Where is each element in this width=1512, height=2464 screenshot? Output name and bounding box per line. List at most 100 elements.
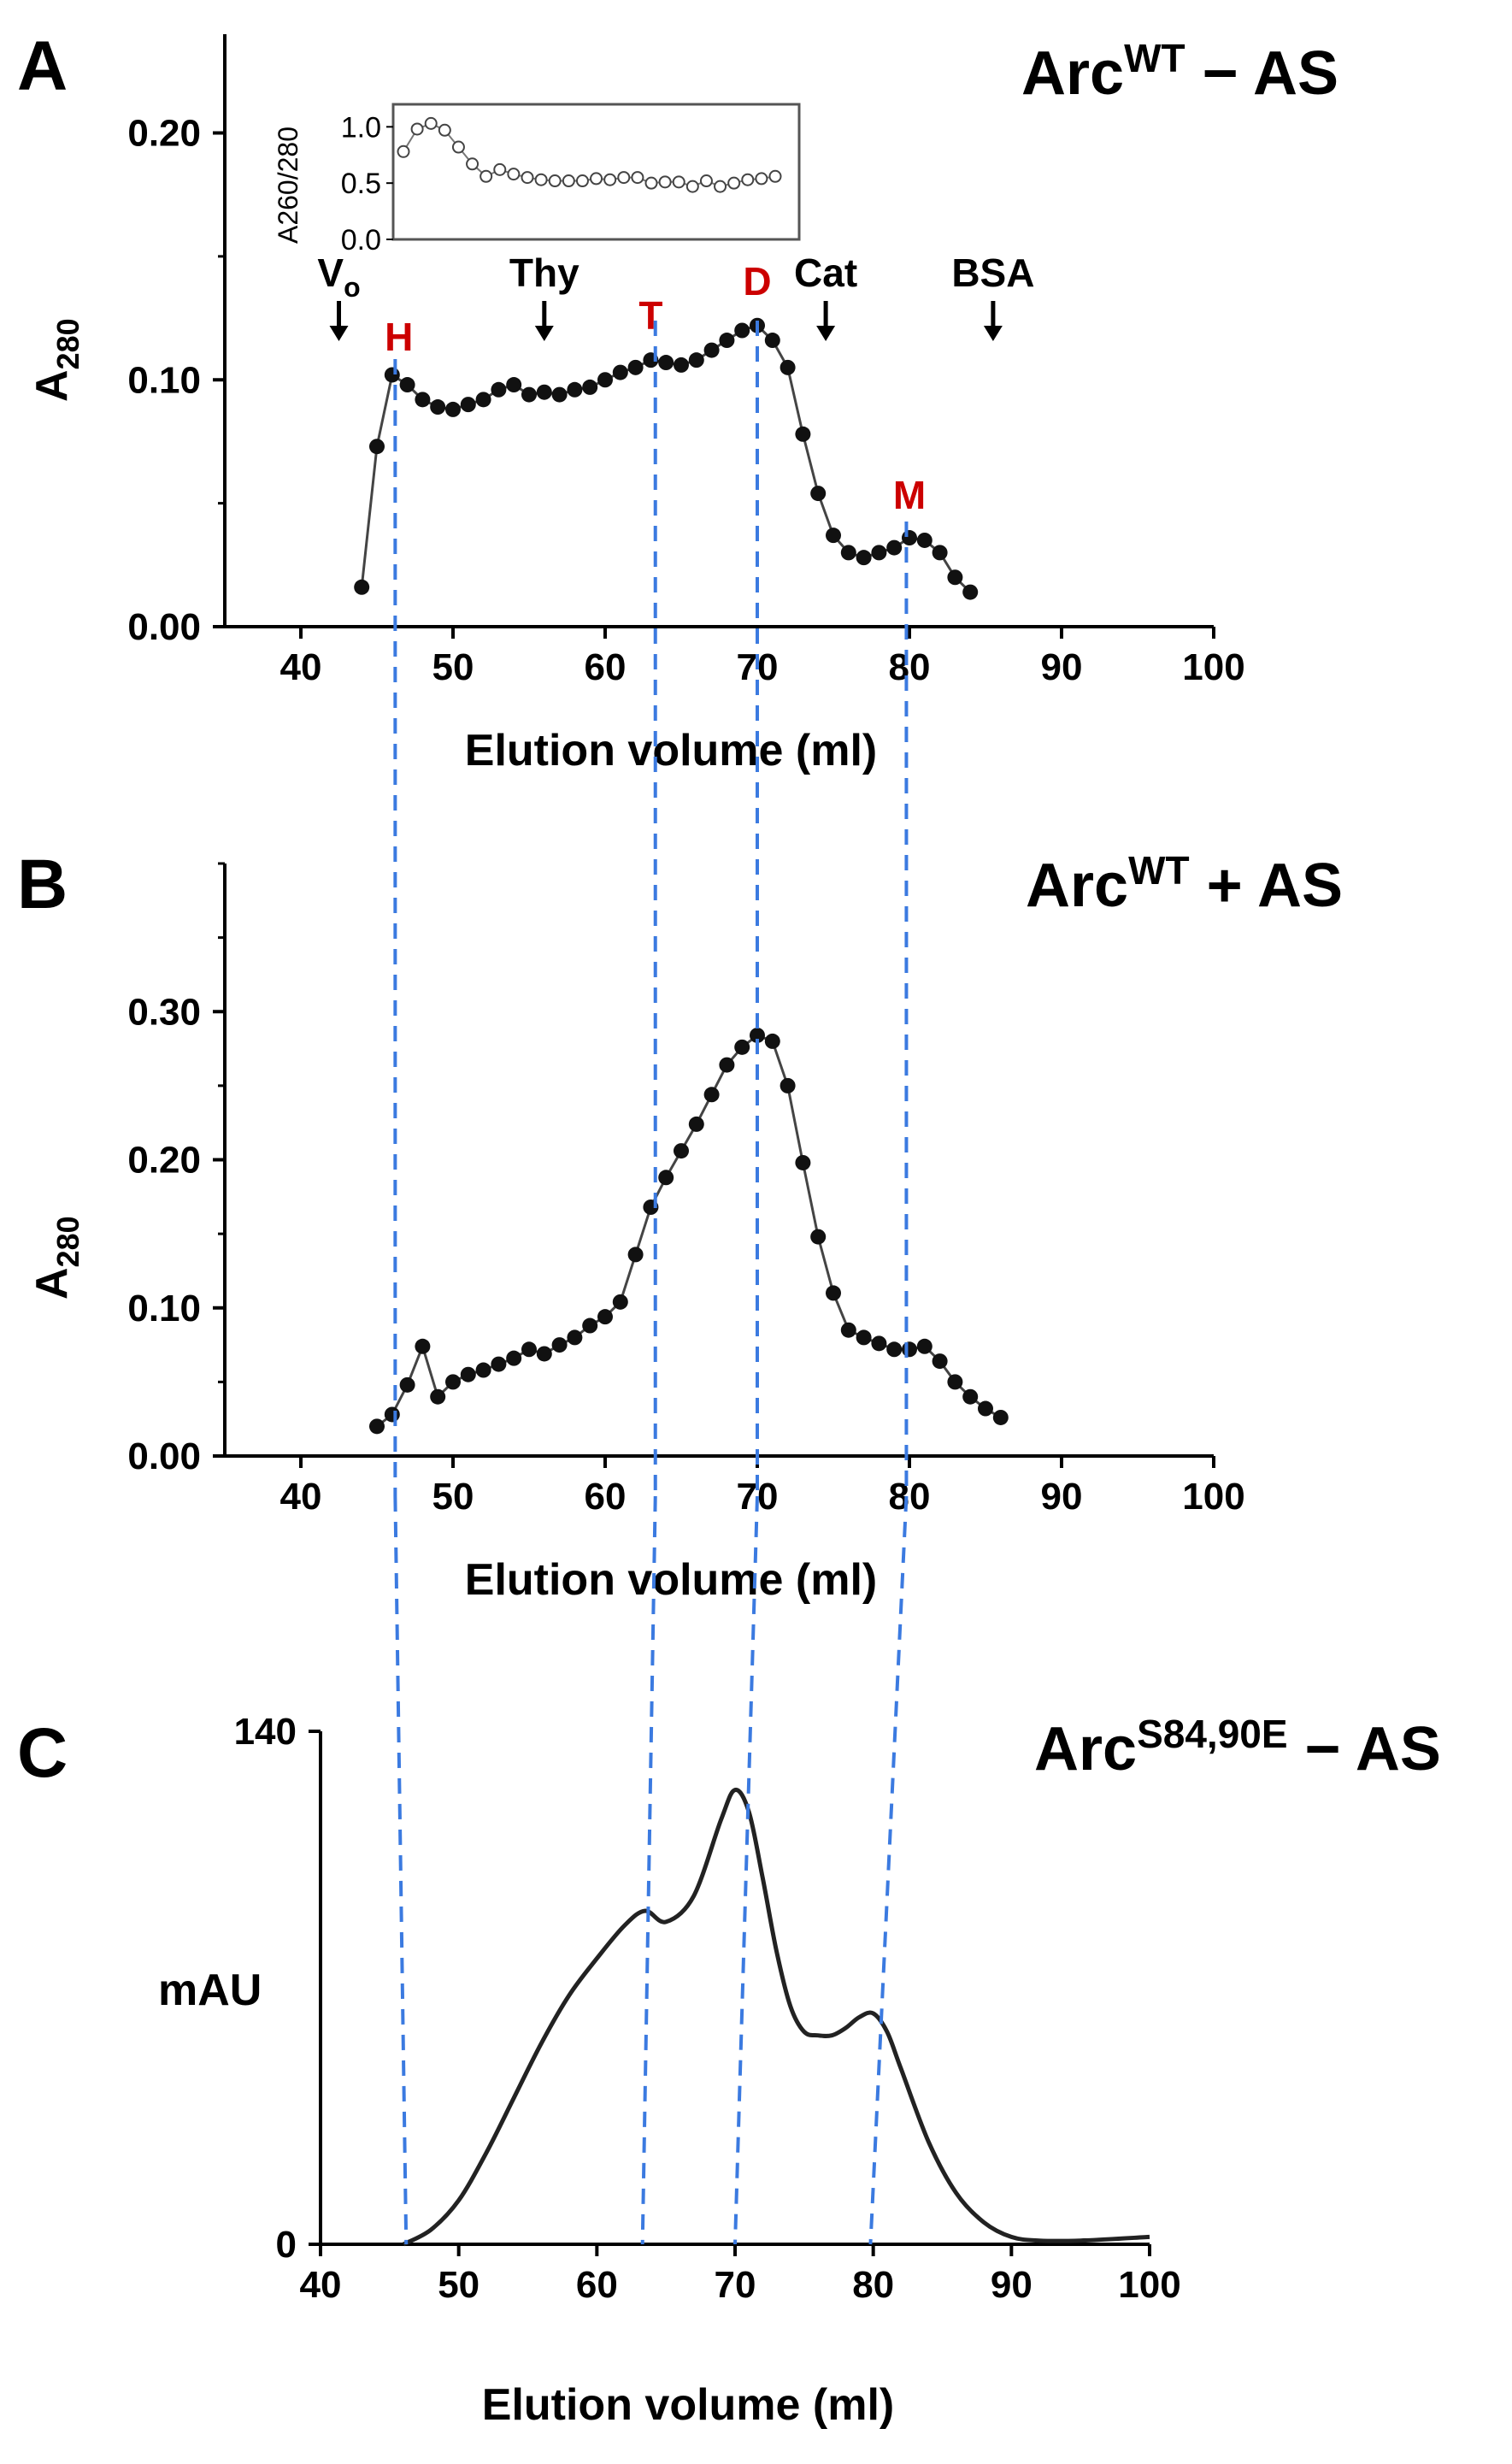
panel-b-ylabel: A280 xyxy=(27,1216,85,1300)
data-point xyxy=(475,1362,491,1378)
peak-label: M xyxy=(893,473,926,517)
inset-data-point xyxy=(438,123,451,137)
data-point xyxy=(932,545,948,561)
inset-series-line xyxy=(403,122,776,188)
data-point xyxy=(947,569,963,586)
peak-label: D xyxy=(743,259,771,304)
panel-b: B ArcWT + AS A280 Elution volume (ml) 40… xyxy=(17,846,1343,1605)
x-tick-label: 80 xyxy=(852,2264,894,2306)
data-point xyxy=(627,359,644,375)
data-point xyxy=(826,528,841,544)
guide-line-d-lower xyxy=(733,1495,759,2245)
data-point xyxy=(460,1366,476,1382)
inset-data-point xyxy=(507,168,521,181)
inset-data-point xyxy=(521,171,534,185)
panel-c-marks xyxy=(402,1788,1150,2247)
data-point xyxy=(506,1350,522,1366)
panel-a-marks: Vo Thy Cat BSA H T D M xyxy=(317,251,1034,600)
x-tick-label: 100 xyxy=(1182,1476,1244,1518)
data-point xyxy=(902,1341,917,1358)
panel-c-title: ArcS84,90E − AS xyxy=(1034,1712,1441,1783)
y-tick-label: 0.30 xyxy=(127,991,201,1033)
marker-label: Thy xyxy=(509,251,580,295)
data-point xyxy=(703,1087,720,1103)
marker-label: Cat xyxy=(794,251,857,295)
panel-c-title-sup: S84,90E xyxy=(1137,1712,1287,1756)
inset-data-point xyxy=(534,173,548,186)
x-tick-label: 50 xyxy=(432,646,474,688)
data-point xyxy=(947,1374,963,1390)
panel-a-title: ArcWT − AS xyxy=(1021,36,1338,108)
data-point xyxy=(932,1353,948,1370)
inset-y-tick-label: 0.5 xyxy=(341,168,381,200)
panel-b-marks xyxy=(369,1027,1009,1435)
data-point xyxy=(354,579,370,595)
x-tick-label: 40 xyxy=(280,646,322,688)
marker-label: Vo xyxy=(317,251,360,303)
data-point xyxy=(840,1322,856,1338)
panel-b-title-sup: WT xyxy=(1128,848,1190,893)
data-point xyxy=(674,357,689,373)
panel-a-inset: 0.0 0.5 1.0 A260/280 xyxy=(273,103,801,256)
y-tick-label: 140 xyxy=(234,1711,297,1753)
data-point xyxy=(750,1027,765,1043)
y-tick-label: 0.20 xyxy=(127,113,201,155)
data-point xyxy=(764,1033,780,1049)
panel-letter-c: C xyxy=(17,1714,68,1792)
data-point xyxy=(871,545,887,561)
data-point xyxy=(795,426,811,442)
data-point xyxy=(612,1294,628,1310)
data-point xyxy=(582,1317,598,1334)
x-tick-label: 40 xyxy=(300,2264,342,2306)
data-point xyxy=(521,386,537,403)
data-point xyxy=(871,1335,887,1352)
inset-data-point xyxy=(397,144,410,158)
guide-line-h-lower xyxy=(393,1495,409,2245)
panel-a-title-suffix: − AS xyxy=(1185,39,1338,108)
panel-c-title-base: Arc xyxy=(1034,1715,1137,1783)
panel-c-xlabel: Elution volume (ml) xyxy=(482,2380,894,2430)
data-point xyxy=(597,372,613,388)
data-point xyxy=(886,1341,903,1358)
x-tick-label: 50 xyxy=(432,1476,474,1518)
inset-data-point xyxy=(603,173,617,186)
data-point xyxy=(810,486,827,502)
data-point xyxy=(491,1356,507,1372)
inset-data-point xyxy=(755,172,768,186)
data-point xyxy=(445,401,461,417)
inset-data-point xyxy=(424,116,438,130)
inset-data-point xyxy=(714,180,727,193)
inset-data-point xyxy=(644,176,658,190)
panel-a-ylabel: A280 xyxy=(27,318,85,402)
data-point xyxy=(536,384,552,400)
data-point xyxy=(916,1338,932,1354)
data-point xyxy=(445,1374,461,1390)
panel-b-title-suffix: + AS xyxy=(1190,852,1343,920)
inset-data-point xyxy=(451,140,465,154)
x-tick-label: 40 xyxy=(280,1476,322,1518)
data-point xyxy=(962,584,979,600)
data-point xyxy=(856,550,872,566)
data-point xyxy=(764,333,780,349)
inset-y-tick-label: 1.0 xyxy=(341,111,381,144)
data-point xyxy=(369,439,385,455)
inset-data-point xyxy=(562,174,575,188)
inset-data-point xyxy=(548,174,562,188)
data-point xyxy=(886,539,903,556)
data-point xyxy=(567,1329,583,1346)
panel-c-ylabel: mAU xyxy=(158,1966,262,2015)
inset-data-point xyxy=(699,174,713,188)
inset-data-point xyxy=(617,171,631,185)
panel-a-title-sup: WT xyxy=(1124,36,1185,80)
inset-data-point xyxy=(590,172,603,186)
data-point xyxy=(506,377,522,393)
inset-data-point xyxy=(768,169,782,183)
data-point xyxy=(992,1409,1009,1425)
data-point xyxy=(551,386,568,403)
data-point xyxy=(734,1039,750,1055)
marker-arrow-head xyxy=(816,326,836,341)
y-tick-label: 0.10 xyxy=(127,1288,201,1329)
data-point xyxy=(430,399,446,416)
panel-letter-a: A xyxy=(17,27,68,105)
